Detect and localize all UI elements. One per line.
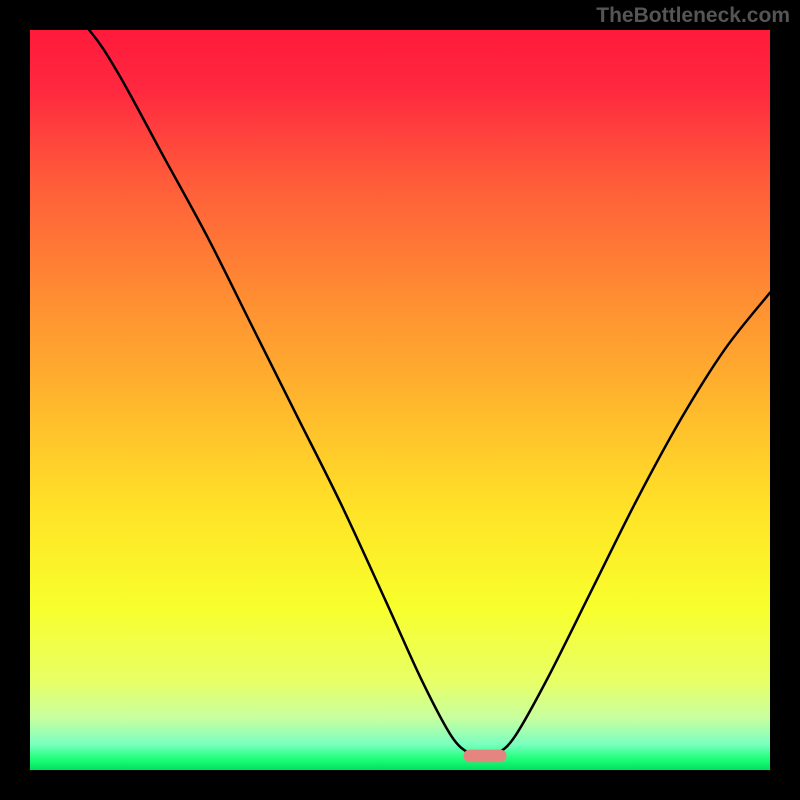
optimal-marker (464, 750, 507, 763)
chart-container: { "watermark": { "text": "TheBottleneck.… (0, 0, 800, 800)
watermark-text: TheBottleneck.com (596, 4, 790, 28)
plot-background (30, 30, 770, 770)
bottleneck-chart (0, 0, 800, 800)
